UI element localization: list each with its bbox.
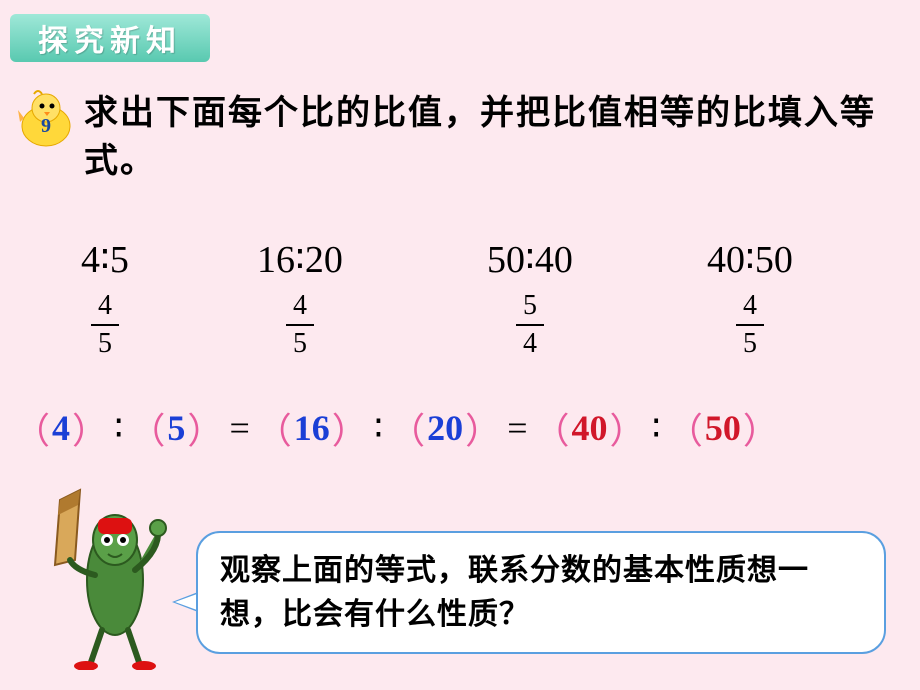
paren-open: （ [667, 402, 703, 454]
svg-text:9: 9 [41, 115, 51, 137]
eq-value: 20 [427, 407, 463, 449]
eq-value: 40 [572, 407, 608, 449]
section-title: 探究新知 [38, 16, 182, 60]
paren-close: ） [743, 402, 779, 454]
paren-open: （ [129, 402, 165, 454]
fraction-numerator: 4 [736, 290, 764, 322]
paren-close: ） [332, 402, 368, 454]
eq-value: 4 [52, 407, 70, 449]
paren-open: （ [14, 402, 50, 454]
ratio-expr: 40∶50 [650, 238, 850, 284]
ratio-item: 50∶40 5 4 [410, 238, 650, 362]
colon-op: ∶ [652, 407, 661, 449]
eq-value: 5 [167, 407, 185, 449]
paren-close: ） [610, 402, 646, 454]
paren-open: （ [534, 402, 570, 454]
fraction-denominator: 5 [736, 328, 764, 360]
mascot-icon [30, 480, 190, 670]
paren-open: （ [389, 402, 425, 454]
eq-value: 16 [294, 407, 330, 449]
ratio-value-fraction: 5 4 [516, 290, 544, 360]
ratio-expr: 16∶20 [190, 238, 410, 284]
paren-close: ） [465, 402, 501, 454]
fraction-numerator: 4 [91, 290, 119, 322]
paren-close: ） [72, 402, 108, 454]
fraction-numerator: 4 [286, 290, 314, 322]
speech-bubble: 观察上面的等式，联系分数的基本性质想一想，比会有什么性质？ [196, 531, 886, 654]
ratio-expr: 50∶40 [410, 238, 650, 284]
equation-row: （ 4 ） ∶ （ 5 ） = （ 16 ） ∶ （ 20 ） = （ 40 ）… [14, 402, 900, 454]
fraction-denominator: 5 [91, 328, 119, 360]
paren-open: （ [256, 402, 292, 454]
ratio-value-fraction: 4 5 [91, 290, 119, 360]
fraction-numerator: 5 [516, 290, 544, 322]
fraction-denominator: 5 [286, 328, 314, 360]
equals-op: = [229, 407, 249, 449]
eq-value: 50 [705, 407, 741, 449]
speech-text: 观察上面的等式，联系分数的基本性质想一想，比会有什么性质？ [220, 554, 809, 631]
ratios-row: 4∶5 4 5 16∶20 4 5 50∶40 5 4 40∶50 4 5 [20, 238, 900, 362]
colon-op: ∶ [114, 407, 123, 449]
ratio-value-fraction: 4 5 [736, 290, 764, 360]
question-text: 求出下面每个比的比值，并把比值相等的比填入等式。 [84, 90, 880, 185]
fraction-denominator: 4 [516, 328, 544, 360]
ratio-item: 16∶20 4 5 [190, 238, 410, 362]
ratio-value-fraction: 4 5 [286, 290, 314, 360]
ratio-item: 40∶50 4 5 [650, 238, 850, 362]
ratio-item: 4∶5 4 5 [20, 238, 190, 362]
equals-op: = [507, 407, 527, 449]
section-header: 探究新知 [10, 14, 210, 62]
speech-tail [172, 592, 198, 612]
colon-op: ∶ [374, 407, 383, 449]
chick-icon: 9 [16, 88, 74, 150]
ratio-expr: 4∶5 [20, 238, 190, 284]
paren-close: ） [187, 402, 223, 454]
